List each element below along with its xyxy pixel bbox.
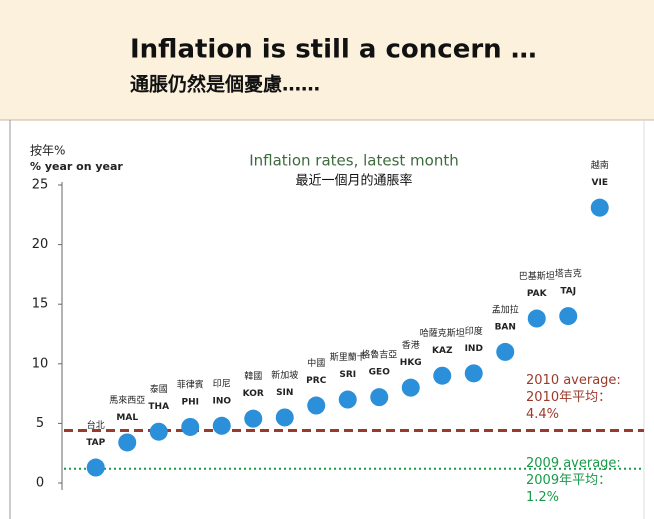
code-label: VIE [592,178,608,188]
reference-label: 2009 average: [526,456,621,471]
dot [118,433,137,452]
category-label: 菲律賓 [177,378,204,390]
dot [370,388,389,407]
code-label: THA [148,402,169,412]
dot [275,408,294,427]
y-tick-label: 20 [32,237,49,252]
code-label: MAL [116,413,138,423]
chart-title: Inflation rates, latest month [249,152,459,170]
category-label: 孟加拉 [492,303,519,315]
y-tick-label: 25 [32,178,49,193]
dot [212,416,231,435]
dot [244,409,263,428]
dot [401,378,420,397]
code-label: PAK [527,289,548,299]
category-label: 新加坡 [271,369,298,381]
category-label: 台北 [87,419,105,431]
category-label: 斯里蘭卡 [330,351,366,363]
header-band [0,0,654,120]
reference-label: 2010年平均： [526,390,611,405]
category-label: 泰國 [150,383,168,395]
y-label: % year on year [30,160,123,173]
category-label: 越南 [591,159,609,171]
dot [496,342,515,361]
code-label: TAJ [560,287,576,297]
code-label: INO [212,396,231,406]
dot [559,307,578,326]
code-label: BAN [495,322,516,332]
reference-label: 1.2% [526,490,559,505]
code-label: PHI [182,397,199,407]
category-label: 巴基斯坦 [519,270,555,282]
reference-label: 2010 average: [526,373,621,388]
code-label: GEO [369,368,391,378]
category-label: 格魯吉亞 [361,349,397,361]
dot [433,366,452,385]
category-label: 印尼 [213,377,231,389]
heading: Inflation is still a concern … [130,35,537,65]
dot [464,364,483,383]
code-label: SRI [339,370,356,380]
heading-zh: 通脹仍然是個憂慮…… [130,73,320,96]
code-label: PRC [306,376,327,386]
dot [86,458,105,477]
dot [181,417,200,436]
y-label-zh: 按年% [30,144,65,158]
code-label: TAP [86,438,105,448]
category-label: 印度 [465,325,483,337]
category-label: 韓國 [244,371,262,382]
category-label: 馬來西亞 [109,395,145,406]
chart-subtitle: 最近一個月的通脹率 [295,173,412,189]
category-label: 哈薩克斯坦 [420,327,465,339]
reference-label: 2009年平均： [526,473,611,488]
reference-label: 4.4% [526,407,559,422]
y-tick-label: 0 [36,476,44,491]
dot [527,309,546,328]
category-label: 香港 [402,339,420,351]
category-label: 中國 [307,357,325,369]
y-tick-label: 10 [32,356,49,371]
dot [307,396,326,415]
code-label: IND [465,344,483,354]
dot [338,390,357,409]
dot [590,198,609,217]
category-label: 塔吉克 [555,268,582,280]
code-label: KOR [243,389,264,399]
y-tick-label: 15 [32,297,49,312]
code-label: KAZ [432,346,453,356]
code-label: HKG [400,358,422,368]
code-label: SIN [276,388,293,398]
y-tick-label: 5 [36,416,44,431]
dot [149,422,168,441]
